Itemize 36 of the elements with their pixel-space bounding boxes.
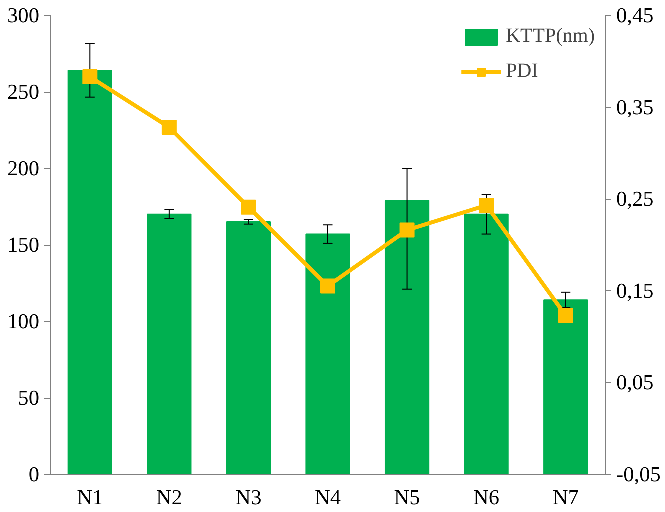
x-tick-label: N2 — [156, 486, 182, 510]
x-tick-label: N1 — [77, 486, 104, 510]
y2-tick-label: 0,05 — [616, 370, 654, 395]
bar — [147, 214, 192, 474]
y-tick-label: 50 — [18, 386, 40, 410]
point — [558, 308, 574, 324]
bar — [68, 70, 112, 474]
x-tick-label: N5 — [394, 486, 420, 510]
y2-tick-label: 0,15 — [616, 278, 654, 303]
bar — [544, 300, 588, 474]
point — [400, 222, 415, 238]
bar — [384, 200, 430, 474]
y-tick-label: 200 — [8, 156, 40, 180]
legend-label: PDI — [506, 60, 538, 83]
bar — [464, 214, 509, 474]
point — [82, 70, 98, 85]
x-tick-label: N4 — [314, 486, 342, 510]
x-tick-label: N7 — [552, 486, 580, 510]
y-tick-label: 100 — [8, 310, 40, 334]
y2-tick-label: 0,25 — [616, 187, 654, 212]
x-tick-label: N3 — [236, 486, 262, 510]
y-tick-label: 0 — [28, 462, 40, 486]
y-tick-label: 150 — [8, 233, 40, 257]
y-tick-label: 250 — [8, 80, 40, 104]
point — [479, 198, 494, 214]
bar — [226, 222, 272, 474]
y2-tick-label: 0,35 — [616, 95, 654, 120]
point — [241, 200, 256, 215]
legend-label: KTTP(nm) — [506, 25, 595, 48]
x-tick-label: N6 — [474, 486, 500, 510]
y-tick-label: 300 — [8, 4, 40, 28]
y2-tick-label: 0,45 — [616, 4, 654, 28]
y2-tick-label: -0,05 — [616, 462, 661, 486]
point — [162, 120, 177, 135]
point — [320, 278, 336, 294]
bar — [306, 234, 350, 474]
